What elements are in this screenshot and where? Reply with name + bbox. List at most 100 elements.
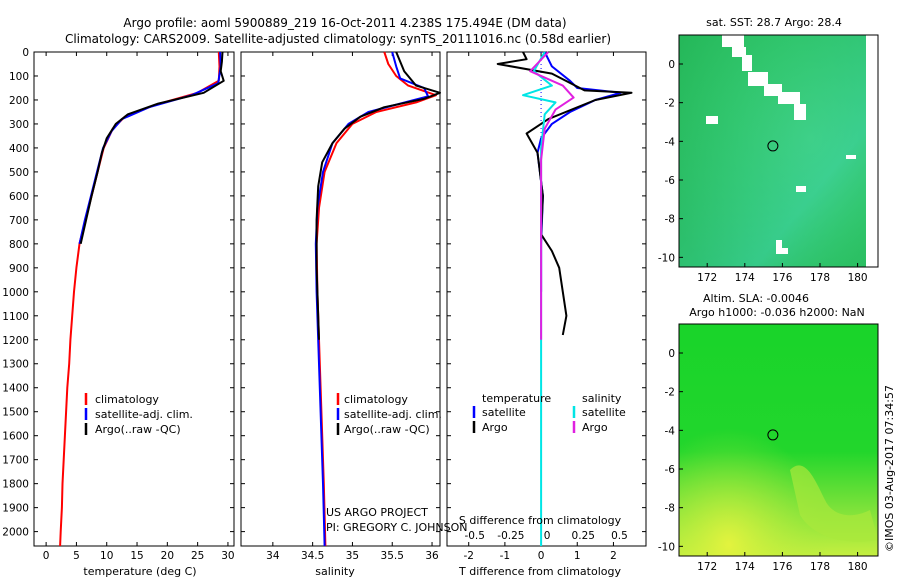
temperature-panel-frame bbox=[33, 51, 235, 547]
sla-map-title2: Argo h1000: -0.036 h2000: NaN bbox=[689, 306, 865, 319]
legend-label-climatology: climatology bbox=[344, 393, 408, 406]
legend-label-t-argo: Argo bbox=[482, 421, 508, 434]
x-tick-label: 36 bbox=[425, 550, 439, 562]
sla-map bbox=[678, 323, 879, 557]
legend-heading-salinity: salinity bbox=[582, 392, 622, 405]
legend-label-satellite: satellite-adj. clim. bbox=[344, 408, 442, 421]
x-tick-label: 0 bbox=[538, 550, 545, 562]
sst-map-frame bbox=[678, 34, 879, 268]
difference-xlabel-t: T difference from climatology bbox=[458, 565, 621, 578]
depth-tick-label: 1300 bbox=[2, 359, 29, 371]
depth-tick-label: 1800 bbox=[2, 479, 29, 491]
map-y-tick-label: -4 bbox=[665, 136, 676, 148]
legend-label-satellite: satellite-adj. clim. bbox=[95, 408, 193, 421]
legend-label-argo: Argo(..raw -QC) bbox=[344, 423, 430, 436]
x-tick-label: 0 bbox=[43, 550, 50, 562]
depth-tick-label: 800 bbox=[9, 239, 29, 251]
sla-map-frame bbox=[678, 323, 879, 557]
legend-label-t-satellite: satellite bbox=[482, 406, 526, 419]
pi-label: PI: GREGORY C. JOHNSON bbox=[326, 521, 467, 534]
x-tick-label: 5 bbox=[73, 550, 80, 562]
legend-label-s-satellite: satellite bbox=[582, 406, 626, 419]
map-y-tick-label: -8 bbox=[665, 503, 675, 515]
depth-tick-label: 1400 bbox=[2, 383, 29, 395]
map-x-tick-label: 180 bbox=[848, 272, 868, 284]
series-line-argo bbox=[79, 51, 225, 245]
map-y-tick-label: -10 bbox=[658, 252, 675, 264]
sst-map bbox=[678, 34, 879, 268]
legend-label-s-argo: Argo bbox=[582, 421, 608, 434]
map-y-tick-label: -8 bbox=[665, 214, 675, 226]
depth-tick-label: 1700 bbox=[2, 455, 29, 467]
map-y-tick-label: 0 bbox=[668, 348, 675, 360]
x-tick-label: 35 bbox=[346, 550, 359, 562]
map-y-tick-label: -10 bbox=[658, 541, 675, 553]
series-line-s-satellite bbox=[522, 51, 557, 546]
map-y-tick-label: -4 bbox=[665, 425, 676, 437]
series-line-satellite bbox=[314, 51, 430, 547]
series-line-climatology bbox=[59, 51, 221, 547]
depth-tick-label: 0 bbox=[22, 47, 29, 59]
sla-map-axes: 172 174 176 178 180 0 -2 -4 -6 -8 -10 bbox=[658, 348, 868, 573]
x-tick-label: 10 bbox=[100, 550, 113, 562]
salinity-panel-frame bbox=[240, 51, 441, 547]
depth-axis: 0 100 200 300 400 500 600 700 800 900 1000 1100 1200… bbox=[2, 47, 29, 539]
legend-label-argo: Argo(..raw -QC) bbox=[95, 423, 181, 436]
map-x-tick-label: 172 bbox=[697, 272, 717, 284]
depth-tick-label: 500 bbox=[9, 167, 29, 179]
map-x-tick-label: 172 bbox=[697, 561, 717, 573]
temperature-xlabel: temperature (deg C) bbox=[83, 565, 196, 578]
s-tick-label: 0.5 bbox=[611, 530, 628, 542]
difference-legend: temperature satellite Argo salinity sate… bbox=[472, 392, 626, 434]
series-line-s-argo bbox=[529, 51, 575, 340]
legend-label-climatology: climatology bbox=[95, 393, 159, 406]
depth-tick-label: 1500 bbox=[2, 407, 29, 419]
x-tick-label: -1 bbox=[500, 550, 510, 562]
figure-title-line1: Argo profile: aoml 5900889_219 16-Oct-20… bbox=[123, 16, 566, 30]
salinity-xlabel: salinity bbox=[315, 565, 355, 578]
difference-panel-frame bbox=[446, 51, 647, 547]
map-x-tick-label: 178 bbox=[810, 272, 830, 284]
sst-map-axes: 172 174 176 178 180 0 -2 -4 -6 -8 -10 bbox=[658, 59, 868, 284]
x-tick-label: 34 bbox=[266, 550, 280, 562]
depth-tick-label: 600 bbox=[9, 191, 29, 203]
depth-tick-label: 1900 bbox=[2, 503, 29, 515]
map-x-tick-label: 176 bbox=[772, 272, 792, 284]
depth-tick-label: 1200 bbox=[2, 335, 29, 347]
x-tick-label: -2 bbox=[463, 550, 473, 562]
depth-tick-label: 200 bbox=[9, 95, 29, 107]
series-line-satellite bbox=[78, 51, 222, 245]
s-tick-label: 0.25 bbox=[572, 530, 595, 542]
depth-tick-label: 900 bbox=[9, 263, 29, 275]
map-x-tick-label: 174 bbox=[735, 561, 755, 573]
x-tick-label: 25 bbox=[191, 550, 204, 562]
sla-map-title1: Altim. SLA: -0.0046 bbox=[703, 292, 809, 305]
sst-map-right-strip bbox=[866, 35, 878, 267]
project-label: US ARGO PROJECT bbox=[326, 506, 428, 519]
depth-tick-label: 1600 bbox=[2, 431, 29, 443]
x-tick-label: 35.5 bbox=[381, 550, 404, 562]
sst-cloud-mask bbox=[706, 35, 856, 254]
x-tick-label: 20 bbox=[161, 550, 174, 562]
depth-tick-label: 300 bbox=[9, 119, 29, 131]
x-tick-label: 30 bbox=[221, 550, 234, 562]
map-y-tick-label: -6 bbox=[665, 464, 676, 476]
argo-float-marker bbox=[767, 429, 779, 441]
map-x-tick-label: 178 bbox=[810, 561, 830, 573]
temperature-chart: 0 5 10 15 20 25 30 bbox=[34, 51, 235, 562]
map-y-tick-label: 0 bbox=[668, 59, 675, 71]
figure-title-line2: Climatology: CARS2009. Satellite-adjuste… bbox=[65, 32, 611, 46]
legend-heading-temperature: temperature bbox=[482, 392, 551, 405]
depth-tick-label: 2000 bbox=[2, 527, 29, 539]
s-tick-label: 0 bbox=[544, 530, 551, 542]
series-line-argo bbox=[315, 51, 441, 340]
x-tick-label: 1 bbox=[574, 550, 581, 562]
depth-tick-label: 100 bbox=[9, 71, 29, 83]
map-y-tick-label: -6 bbox=[665, 175, 676, 187]
depth-tick-label: 1000 bbox=[2, 287, 29, 299]
s-tick-label: -0.5 bbox=[464, 530, 485, 542]
salinity-chart: 34 34.5 35 35.5 36 bbox=[241, 51, 441, 562]
argo-float-marker bbox=[767, 140, 779, 152]
temperature-legend: climatology satellite-adj. clim. Argo(..… bbox=[84, 393, 193, 436]
map-x-tick-label: 174 bbox=[735, 272, 755, 284]
